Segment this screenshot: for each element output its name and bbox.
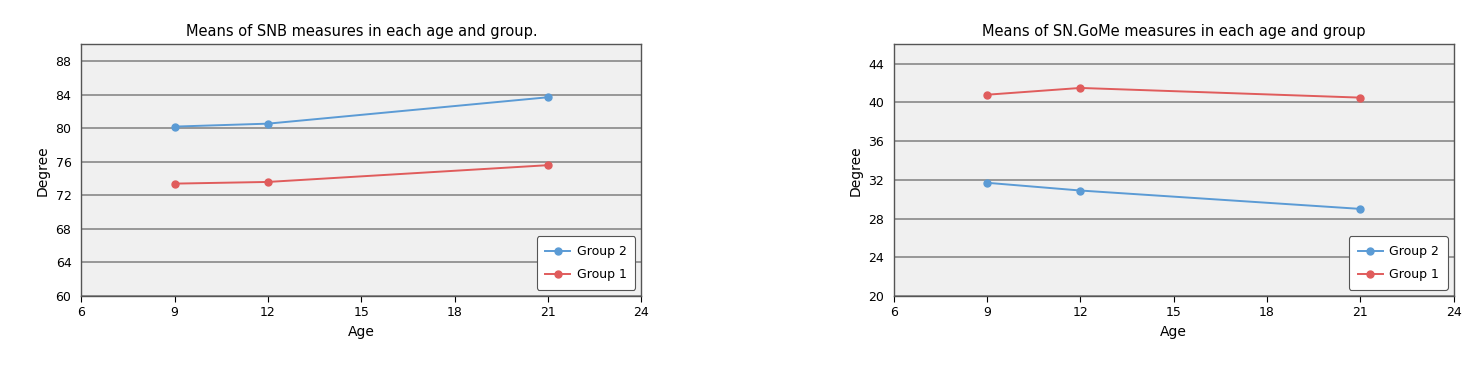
Group 2 — [1352, 207, 1370, 211]
Group 2 — [979, 181, 996, 185]
Line: Group 1: Group 1 — [171, 162, 552, 187]
Group 2 — [260, 121, 277, 126]
Group 1 — [1072, 86, 1089, 90]
X-axis label: Age: Age — [348, 325, 375, 339]
Group 1 — [539, 163, 556, 167]
Group 2 — [539, 95, 556, 100]
Legend: Group 2, Group 1: Group 2, Group 1 — [537, 236, 635, 290]
Legend: Group 2, Group 1: Group 2, Group 1 — [1349, 236, 1448, 290]
Title: Means of SNB measures in each age and group.: Means of SNB measures in each age and gr… — [186, 24, 537, 39]
Group 1 — [165, 181, 183, 186]
Y-axis label: Degree: Degree — [849, 145, 862, 195]
Y-axis label: Degree: Degree — [35, 145, 50, 195]
Title: Means of SN.GoMe measures in each age and group: Means of SN.GoMe measures in each age an… — [982, 24, 1365, 39]
Line: Group 2: Group 2 — [171, 94, 552, 130]
Line: Group 1: Group 1 — [983, 84, 1364, 101]
Group 2 — [1072, 188, 1089, 193]
Line: Group 2: Group 2 — [983, 179, 1364, 212]
Group 2 — [165, 124, 183, 129]
Group 1 — [979, 92, 996, 97]
Group 1 — [1352, 95, 1370, 100]
Group 1 — [260, 180, 277, 184]
X-axis label: Age: Age — [1160, 325, 1187, 339]
